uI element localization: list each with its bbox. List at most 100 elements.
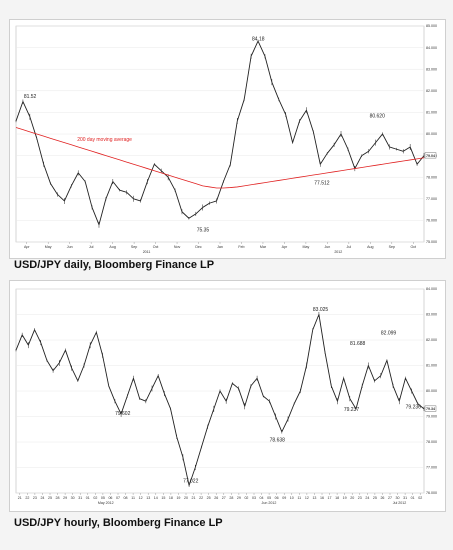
x-tick-label: 10 bbox=[290, 496, 294, 500]
x-tick-label: Dec bbox=[195, 245, 202, 249]
x-tick-label: 01 bbox=[411, 496, 415, 500]
y-tick-label: 82.000 bbox=[426, 89, 437, 93]
x-tick-label: 01 bbox=[86, 496, 90, 500]
x-tick-label: May bbox=[45, 245, 52, 249]
x-tick-label: 11 bbox=[131, 496, 135, 500]
x-tick-label: Mar bbox=[260, 245, 267, 249]
x-period-label: Jul 2012 bbox=[393, 501, 407, 505]
current-value-label: 79.04 bbox=[426, 154, 435, 158]
x-tick-label: 26 bbox=[214, 496, 218, 500]
value-annotation: 81.52 bbox=[24, 94, 37, 100]
y-tick-label: 82.000 bbox=[426, 338, 437, 342]
x-tick-label: Jul bbox=[347, 245, 352, 249]
y-tick-label: 84.000 bbox=[426, 287, 437, 291]
x-tick-label: 31 bbox=[403, 496, 407, 500]
x-tick-label: 13 bbox=[312, 496, 316, 500]
value-annotation: 83.025 bbox=[313, 307, 329, 313]
x-tick-label: 04 bbox=[260, 496, 264, 500]
y-tick-label: 84.000 bbox=[426, 46, 437, 50]
x-tick-label: Feb bbox=[238, 245, 244, 249]
x-tick-label: 25 bbox=[207, 496, 211, 500]
x-tick-label: 27 bbox=[222, 496, 226, 500]
hourly-chart: 76.000 77.000 78.000 79.000 80.000 81.000 82.0… bbox=[15, 287, 437, 505]
x-tick-label: 09 bbox=[282, 496, 286, 500]
x-period-label: Jun 2012 bbox=[262, 501, 277, 505]
value-annotation: 75.35 bbox=[197, 227, 210, 233]
x-tick-label: 19 bbox=[176, 496, 180, 500]
y-tick-label: 75.000 bbox=[426, 240, 437, 244]
x-period-label: May 2012 bbox=[98, 501, 114, 505]
x-tick-label: Jul bbox=[89, 245, 94, 249]
value-annotation: 78.638 bbox=[270, 438, 286, 444]
x-tick-label: 26 bbox=[380, 496, 384, 500]
y-tick-label: 78.000 bbox=[426, 175, 437, 179]
value-annotation: 79.237 bbox=[344, 407, 360, 413]
y-tick-label: 80.000 bbox=[426, 389, 437, 393]
x-tick-label: Sep bbox=[389, 245, 395, 249]
x-tick-label: 25 bbox=[373, 496, 377, 500]
current-value-box bbox=[424, 152, 437, 159]
x-tick-label: 15 bbox=[161, 496, 165, 500]
y-tick-label: 79.000 bbox=[426, 415, 437, 419]
x-tick-label: 20 bbox=[350, 496, 354, 500]
moving-average-line bbox=[15, 127, 425, 189]
x-tick-label: Apr bbox=[282, 245, 288, 249]
x-tick-label: 30 bbox=[71, 496, 75, 500]
hourly-chart-caption: USD/JPY hourly, Bloomberg Finance LP bbox=[14, 517, 223, 529]
x-tick-label: 21 bbox=[18, 496, 22, 500]
x-tick-label: 28 bbox=[229, 496, 233, 500]
x-tick-label: 28 bbox=[56, 496, 60, 500]
x-tick-label: 20 bbox=[184, 496, 188, 500]
x-tick-label: 24 bbox=[365, 496, 369, 500]
y-tick-label: 83.000 bbox=[426, 313, 437, 317]
x-tick-label: 02 bbox=[93, 496, 97, 500]
value-annotation: 79.602 bbox=[115, 411, 131, 417]
x-tick-label: Sep bbox=[131, 245, 137, 249]
x-tick-label: 12 bbox=[139, 496, 143, 500]
y-tick-label: 77.000 bbox=[426, 197, 437, 201]
x-tick-label: 12 bbox=[305, 496, 309, 500]
x-period-label: 2011 bbox=[143, 250, 151, 254]
x-tick-label: 06 bbox=[108, 496, 112, 500]
x-tick-label: 21 bbox=[192, 496, 196, 500]
x-tick-label: Aug bbox=[109, 245, 115, 249]
y-tick-label: 81.000 bbox=[426, 364, 437, 368]
current-value-label: 79.34 bbox=[426, 407, 435, 411]
x-tick-label: Oct bbox=[410, 245, 416, 249]
x-tick-label: 19 bbox=[343, 496, 347, 500]
x-tick-label: 17 bbox=[328, 496, 332, 500]
y-tick-label: 76.000 bbox=[426, 491, 437, 495]
x-tick-label: 18 bbox=[169, 496, 173, 500]
x-tick-label: Jan bbox=[217, 245, 223, 249]
moving-average-label: 200 day moving average bbox=[77, 137, 132, 143]
value-annotation: 79.236 bbox=[406, 404, 422, 410]
x-tick-label: Jun bbox=[324, 245, 330, 249]
x-tick-label: 31 bbox=[78, 496, 82, 500]
x-tick-label: 18 bbox=[335, 496, 339, 500]
x-tick-label: 13 bbox=[146, 496, 150, 500]
x-tick-label: Jun bbox=[67, 245, 73, 249]
x-tick-label: 30 bbox=[396, 496, 400, 500]
x-tick-label: 05 bbox=[101, 496, 105, 500]
value-annotation: 80.620 bbox=[370, 114, 386, 120]
x-tick-label: 25 bbox=[48, 496, 52, 500]
x-tick-label: 02 bbox=[244, 496, 248, 500]
x-tick-label: 06 bbox=[275, 496, 279, 500]
x-tick-label: 22 bbox=[199, 496, 203, 500]
x-tick-label: 23 bbox=[33, 496, 37, 500]
x-tick-label: 11 bbox=[297, 496, 301, 500]
x-tick-label: 05 bbox=[267, 496, 271, 500]
y-tick-label: 80.000 bbox=[426, 132, 437, 136]
current-value-box bbox=[424, 405, 437, 412]
x-tick-label: Oct bbox=[153, 245, 159, 249]
value-annotation: 77.512 bbox=[314, 181, 330, 187]
x-tick-label: May bbox=[302, 245, 309, 249]
x-tick-label: Nov bbox=[174, 245, 181, 249]
y-tick-label: 85.000 bbox=[426, 24, 437, 28]
y-tick-label: 78.000 bbox=[426, 440, 437, 444]
x-period-label: 2012 bbox=[334, 250, 342, 254]
x-tick-label: 14 bbox=[154, 496, 158, 500]
price-series-line bbox=[15, 40, 425, 226]
daily-chart-panel: 75.00076.00077.00078.00079.00080.00081.0… bbox=[9, 19, 446, 259]
x-tick-label: 23 bbox=[358, 496, 362, 500]
